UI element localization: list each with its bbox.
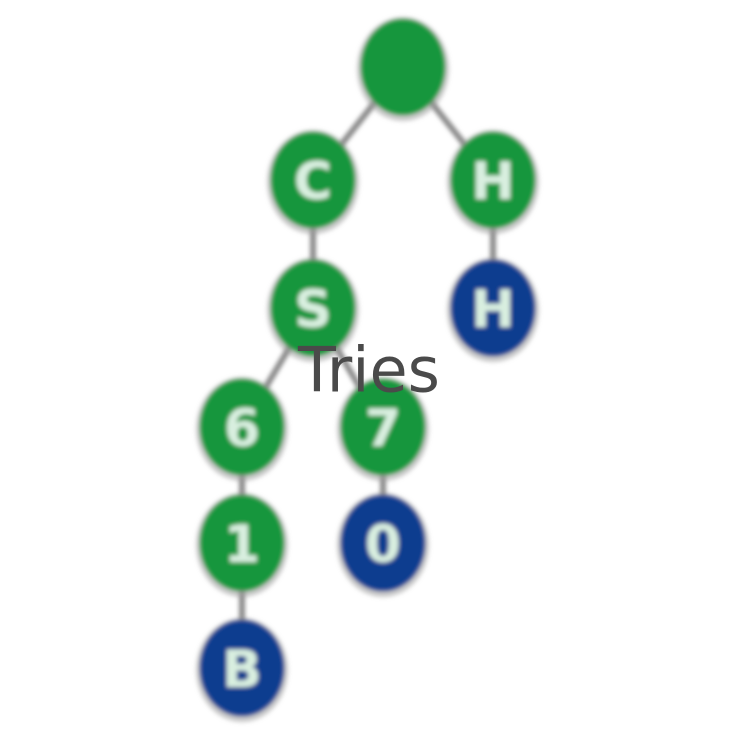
trie-nodes: C H S H 6 7 1 0 B	[196, 17, 539, 722]
diagram-title: Tries	[298, 333, 440, 407]
trie-node-s: S	[267, 258, 359, 362]
inner-node-circle	[341, 379, 425, 475]
inner-node-circle	[271, 260, 355, 356]
trie-node-root	[357, 17, 449, 121]
node-label: B	[222, 640, 262, 700]
trie-node-h2: H	[447, 258, 539, 362]
node-label: 7	[365, 399, 401, 459]
leaf-node-circle	[451, 260, 535, 356]
node-label: H	[471, 280, 515, 340]
inner-node-circle	[200, 379, 284, 475]
node-label: 6	[224, 399, 260, 459]
node-label: C	[294, 152, 332, 212]
trie-node-n0: 0	[337, 493, 429, 597]
trie-node-n1: 1	[196, 493, 288, 597]
leaf-node-circle	[341, 495, 425, 591]
leaf-node-circle	[200, 620, 284, 716]
node-label: 1	[224, 515, 260, 575]
node-label: 0	[365, 515, 401, 575]
node-label: H	[471, 152, 515, 212]
inner-node-circle	[271, 132, 355, 228]
node-label: S	[294, 280, 331, 340]
inner-node-circle	[451, 132, 535, 228]
trie-node-n7: 7	[337, 377, 429, 481]
inner-node-circle	[361, 19, 445, 115]
trie-node-h1: H	[447, 130, 539, 234]
trie-node-n6: 6	[196, 377, 288, 481]
trie-node-c: C	[267, 130, 359, 234]
trie-node-b: B	[196, 618, 288, 722]
inner-node-circle	[200, 495, 284, 591]
